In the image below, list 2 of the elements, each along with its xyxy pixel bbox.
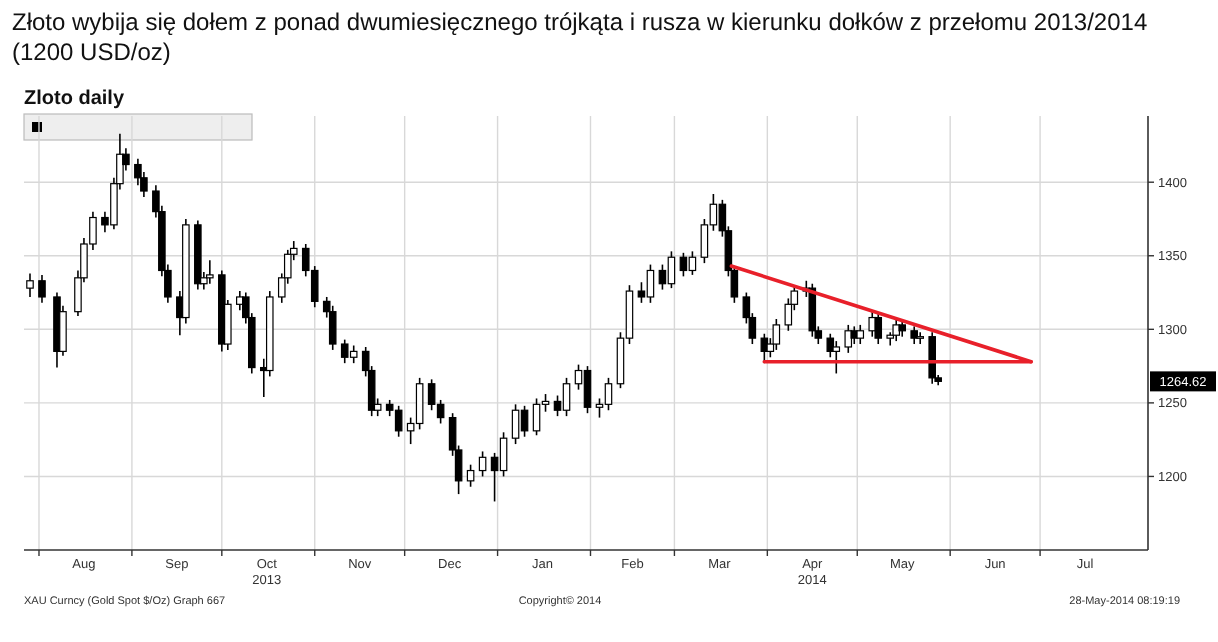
chart-subtitle: Zloto daily <box>24 88 125 110</box>
chart-title: Złoto wybija się dołem z ponad dwumiesięcznego trójkąta i rusza w kierunku dołków z przełomu 2013/2014 (1200 USD/oz) <box>12 8 1148 66</box>
